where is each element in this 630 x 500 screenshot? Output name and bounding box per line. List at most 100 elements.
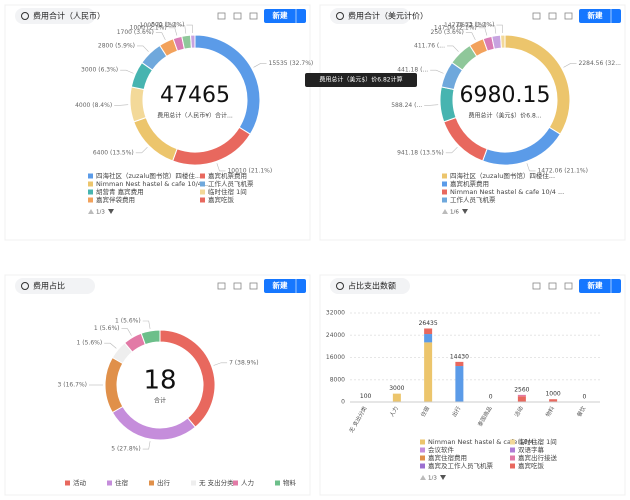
- title-icon: [21, 282, 29, 290]
- slice-label: 941.18 (13.5%): [397, 149, 444, 156]
- legend-label: 嘉宾住宿费用: [428, 453, 467, 462]
- new-button-label[interactable]: 新建: [588, 280, 603, 290]
- y-tick-label: 24000: [326, 332, 345, 339]
- filter-icon[interactable]: [217, 12, 226, 20]
- y-tick-label: 16000: [326, 354, 345, 361]
- slice-label: 250 (3.6%): [431, 29, 464, 36]
- new-button[interactable]: [264, 9, 306, 23]
- center-value: 6980.15: [460, 83, 551, 108]
- slice-label: 147.06 (2.1%): [434, 24, 477, 31]
- legend-label: 工作人员飞机票: [208, 179, 254, 188]
- pager-prev[interactable]: [88, 209, 94, 214]
- new-button[interactable]: [264, 279, 306, 293]
- legend-label: 人力: [241, 478, 254, 487]
- label-leader: [178, 25, 187, 34]
- label-leader: [424, 104, 439, 106]
- pager-text: 1/6: [450, 210, 459, 216]
- legend-label: Nimman Nest hastel & cafe 10/4 ...: [96, 180, 210, 188]
- legend-swatch: [200, 173, 205, 179]
- legend-swatch: [88, 173, 93, 179]
- center-value: 18: [143, 366, 176, 396]
- legend-label: 物料: [283, 478, 297, 487]
- new-button[interactable]: [579, 279, 621, 293]
- new-button[interactable]: [579, 9, 621, 23]
- legend-swatch: [442, 181, 447, 187]
- label-leader: [478, 27, 488, 36]
- swap-icon[interactable]: [249, 12, 258, 20]
- title-pill: [330, 8, 410, 24]
- legend-swatch: [420, 463, 425, 469]
- slice-label: 4000 (8.4%): [75, 102, 112, 109]
- slice-label: 411.76 (...: [414, 42, 445, 49]
- bar-segment: [424, 334, 433, 343]
- expand-icon[interactable]: [233, 12, 242, 20]
- legend-label: 双语字幕: [518, 445, 545, 454]
- legend-label: 住宿: [115, 478, 129, 487]
- bar-total: 1000: [545, 391, 560, 398]
- filter-icon[interactable]: [532, 12, 541, 20]
- bar-total: 3000: [389, 385, 404, 392]
- expand-icon[interactable]: [233, 282, 242, 290]
- pager-next[interactable]: [462, 209, 468, 214]
- legend-swatch: [420, 439, 425, 445]
- bar-total: 2560: [514, 386, 529, 393]
- slice-label: 3000 (6.3%): [81, 67, 118, 74]
- legend-swatch: [200, 189, 205, 195]
- pager-next[interactable]: [108, 209, 114, 214]
- tooltip-box: [305, 73, 417, 87]
- label-leader: [526, 163, 536, 172]
- legend-swatch: [107, 480, 112, 486]
- slice-label: 441.18 (...: [397, 67, 428, 74]
- slice-label: 1700 (3.6%): [117, 29, 154, 36]
- pager-next[interactable]: [440, 475, 446, 480]
- legend-swatch: [88, 197, 93, 203]
- legend-swatch: [200, 197, 205, 203]
- legend-label: 嘉宾吃饭: [518, 461, 545, 470]
- legend-label: 临时住宿 1间: [518, 437, 557, 446]
- bar-total: 26435: [419, 320, 438, 327]
- legend-label: Nimman Nest hastel & cafe 10/4 ...: [428, 438, 542, 446]
- new-button-label[interactable]: 新建: [588, 10, 603, 20]
- title-icon: [336, 282, 344, 290]
- expand-icon[interactable]: [548, 282, 557, 290]
- title-pill: [330, 278, 410, 294]
- filter-icon[interactable]: [532, 282, 541, 290]
- label-leader: [121, 328, 132, 336]
- pager-prev[interactable]: [420, 475, 426, 480]
- bar-segment: [424, 328, 433, 335]
- legend-label: Nimman Nest hastel & cafe 10/4 ...: [450, 188, 564, 196]
- swap-icon[interactable]: [564, 282, 573, 290]
- pie-slice: [129, 86, 147, 123]
- swap-icon[interactable]: [564, 12, 573, 20]
- bar-total: 100: [360, 393, 372, 400]
- slice-label: 147.06 (2.1%): [444, 22, 487, 29]
- legend-label: 四海社区（zuzalu图书馆）四楼住...: [450, 171, 555, 180]
- slice-label: 3 (16.7%): [58, 382, 87, 389]
- legend-swatch: [420, 455, 425, 461]
- legend-label: 嘉宾及工作人员飞机票: [428, 461, 494, 470]
- center-value: 47465: [160, 83, 230, 108]
- filter-icon[interactable]: [217, 282, 226, 290]
- pager-text: 1/3: [96, 210, 105, 216]
- slice-label: 5 (27.8%): [111, 446, 140, 453]
- legend-label: 会议软件: [428, 445, 455, 454]
- new-button-label[interactable]: 新建: [273, 10, 288, 20]
- pager-prev[interactable]: [442, 209, 448, 214]
- widget-panel: [4, 274, 311, 496]
- label-leader: [114, 104, 129, 106]
- slice-label: 1000 (2.1%): [140, 22, 177, 29]
- legend-swatch: [233, 480, 238, 486]
- widget-panel: [319, 274, 626, 496]
- label-leader: [155, 32, 166, 41]
- legend-swatch: [88, 181, 93, 187]
- legend-swatch: [191, 480, 196, 486]
- new-button-label[interactable]: 新建: [273, 280, 288, 290]
- expand-icon[interactable]: [548, 12, 557, 20]
- legend-swatch: [420, 447, 425, 453]
- label-leader: [135, 146, 148, 154]
- swap-icon[interactable]: [249, 282, 258, 290]
- label-leader: [137, 45, 149, 52]
- legend-swatch: [442, 189, 447, 195]
- label-leader: [496, 24, 504, 34]
